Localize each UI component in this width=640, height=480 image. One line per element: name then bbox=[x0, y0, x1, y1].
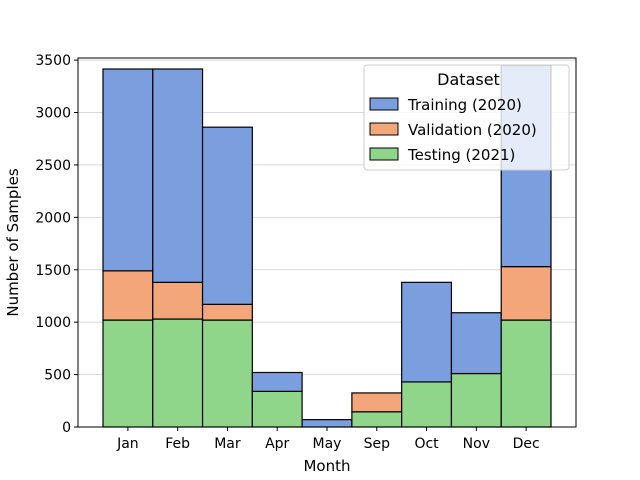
bar-segment bbox=[102, 68, 154, 272]
legend-items: Training (2020) Validation (2020) Testing … bbox=[369, 96, 537, 164]
legend-swatch bbox=[369, 97, 399, 111]
y-tick-label: 3000 bbox=[35, 106, 71, 122]
x-tick-label: Oct bbox=[414, 436, 439, 452]
bar-segment bbox=[201, 126, 253, 305]
bar-segment bbox=[201, 319, 253, 428]
y-tick-label: 2500 bbox=[35, 158, 71, 174]
y-tick-label: 0 bbox=[62, 420, 71, 436]
y-tick-label: 500 bbox=[44, 368, 71, 384]
y-axis-label: Number of Samples bbox=[4, 168, 22, 316]
bar-segment bbox=[152, 68, 204, 283]
bar-segment bbox=[251, 390, 303, 428]
x-tick-label: Apr bbox=[265, 436, 289, 452]
bar-segment bbox=[251, 371, 303, 392]
bars bbox=[102, 64, 552, 428]
x-axis-label: Month bbox=[303, 457, 350, 475]
bar-segment bbox=[301, 419, 353, 428]
legend-label: Training (2020) bbox=[407, 96, 522, 114]
bar-segment bbox=[351, 411, 403, 428]
y-axis: 0 500 1000 1500 2000 2500 3000 3500 bbox=[35, 53, 78, 436]
y-tick-label: 2000 bbox=[35, 210, 71, 226]
bar-segment bbox=[401, 381, 453, 428]
bar-segment bbox=[500, 266, 552, 321]
legend-title: Dataset bbox=[437, 70, 500, 89]
x-tick-label: Sep bbox=[364, 436, 391, 452]
x-tick-label: May bbox=[313, 436, 342, 452]
bar-segment bbox=[500, 319, 552, 428]
legend-label: Validation (2020) bbox=[408, 121, 537, 139]
bar-segment bbox=[450, 372, 502, 428]
legend: Dataset Training (2020) Validation (2020)… bbox=[363, 64, 570, 171]
y-tick-label: 1500 bbox=[35, 263, 71, 279]
y-tick-label: 1000 bbox=[35, 315, 71, 331]
x-axis: Jan Feb Mar Apr May Sep Oct Nov Dec bbox=[116, 427, 540, 452]
bar-segment bbox=[102, 319, 154, 428]
bar-segment bbox=[401, 281, 453, 383]
bar-segment bbox=[152, 318, 204, 428]
x-tick-label: Dec bbox=[513, 436, 540, 452]
x-tick-label: Mar bbox=[214, 436, 241, 452]
legend-label: Testing (2021) bbox=[407, 146, 515, 164]
bar-segment bbox=[102, 270, 154, 321]
legend-box bbox=[363, 64, 570, 171]
legend-swatch bbox=[369, 122, 399, 136]
bar-segment bbox=[152, 281, 204, 320]
x-tick-label: Feb bbox=[165, 436, 190, 452]
legend-swatch bbox=[369, 147, 399, 161]
bar-segment bbox=[201, 303, 253, 321]
y-tick-label: 3500 bbox=[35, 53, 71, 69]
bar-segment bbox=[351, 392, 403, 413]
x-tick-label: Nov bbox=[463, 436, 490, 452]
x-tick-label: Jan bbox=[116, 436, 139, 452]
bar-segment bbox=[450, 312, 502, 375]
